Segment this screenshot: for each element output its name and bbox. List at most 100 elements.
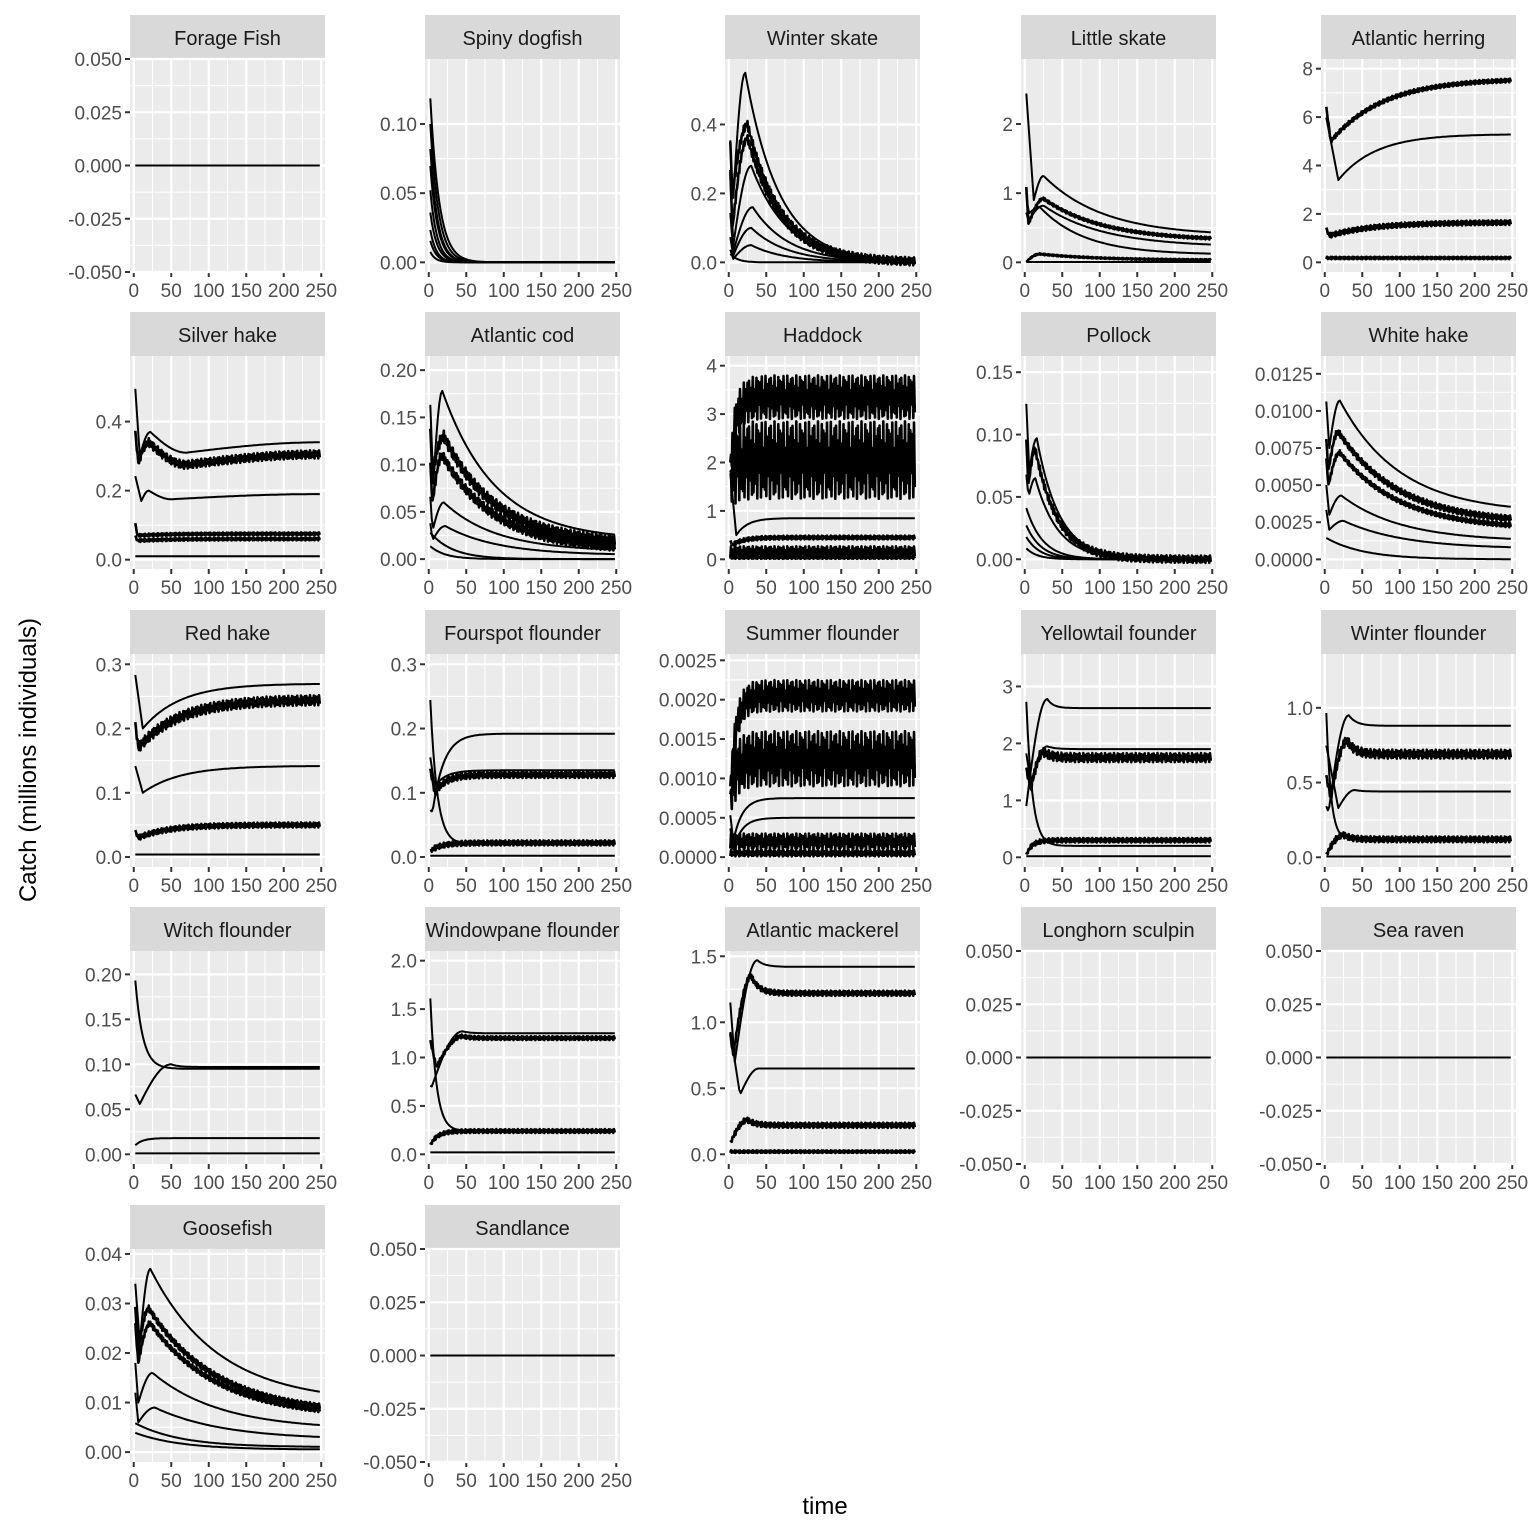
x-tick-label: 200: [863, 578, 895, 599]
y-tick-label: 0.050: [965, 942, 1013, 963]
series-line: [1025, 698, 1211, 807]
x-tick-label: 200: [268, 281, 300, 302]
facet-panel: Atlantic herring 0 50 100 150 200 250 0 2 4 6 8: [1302, 15, 1528, 302]
y-tick-label: 1.0: [1287, 699, 1313, 720]
x-tick-label: 150: [230, 281, 262, 302]
series-line: [134, 1422, 320, 1448]
y-tick-label: 0.02: [85, 1344, 122, 1365]
facet-panel: Longhorn sculpin 0 50 100 150 200 250 -0.050 -0.…: [959, 907, 1228, 1194]
y-tick-label: 0.04: [85, 1245, 122, 1266]
facet-panel: Goosefish 0 50 100 150 200 250 0.00 0.01 0.02 0.03…: [85, 1205, 337, 1492]
x-tick-label: 50: [1352, 876, 1373, 897]
x-tick-label: 250: [1496, 876, 1528, 897]
y-tick-label: 0.050: [1265, 942, 1313, 963]
facet-strip: [425, 15, 620, 59]
facet-strip: [1321, 907, 1516, 951]
facet-panel: Atlantic mackerel 0 50 100 150 200 250 0.0 0.5 1.…: [691, 907, 932, 1194]
series-line: [429, 251, 615, 264]
x-tick-label: 0: [128, 281, 139, 302]
y-axis-title: Catch (millions individuals): [15, 618, 42, 902]
x-tick-label: 0: [723, 578, 734, 599]
x-tick-label: 100: [1084, 578, 1116, 599]
series-line: [134, 1267, 320, 1393]
series-line: [1325, 429, 1513, 523]
x-tick-label: 250: [1496, 281, 1528, 302]
x-tick-label: 150: [230, 876, 262, 897]
x-tick-label: 200: [268, 1471, 300, 1492]
x-tick-label: 250: [1196, 578, 1228, 599]
y-tick-label: 0.0025: [1255, 513, 1313, 534]
series-line: [729, 1149, 917, 1155]
y-tick-label: 0.00: [380, 550, 417, 571]
facet-strip: [1021, 15, 1216, 59]
y-tick-label: 1: [1002, 791, 1013, 812]
y-tick-label: 0.03: [85, 1294, 122, 1315]
x-tick-label: 250: [900, 578, 932, 599]
series-line: [134, 1320, 322, 1414]
y-tick-label: 0: [1002, 848, 1013, 869]
x-tick-label: 50: [1052, 1173, 1073, 1194]
x-tick-label: 0: [723, 1173, 734, 1194]
series-line: [729, 1116, 917, 1144]
x-tick-label: 150: [1121, 578, 1153, 599]
x-tick-label: 250: [600, 1471, 632, 1492]
facet-strip-label: Goosefish: [182, 1218, 272, 1240]
x-tick-label: 150: [825, 281, 857, 302]
x-tick-label: 50: [161, 578, 182, 599]
series-line: [134, 693, 322, 752]
series-line: [729, 534, 917, 547]
x-tick-label: 50: [756, 578, 777, 599]
facet-panel: Spiny dogfish 0 50 100 150 200 250 0.00 0.05 0.10: [380, 15, 632, 302]
x-tick-label: 0: [128, 1173, 139, 1194]
y-tick-label: 0.1: [391, 784, 417, 805]
series-lines: [1325, 399, 1513, 561]
series-line: [1325, 736, 1513, 800]
facet-strip-label: Silver hake: [178, 325, 277, 347]
x-tick-label: 100: [788, 1173, 820, 1194]
series-line: [134, 1431, 320, 1451]
x-tick-label: 200: [563, 281, 595, 302]
y-tick-label: 0.0000: [659, 848, 717, 869]
x-tick-label: 200: [268, 578, 300, 599]
y-tick-label: 0.0005: [659, 809, 717, 830]
facet-strip: [725, 15, 920, 59]
x-tick-label: 0: [1319, 1173, 1330, 1194]
y-tick-label: 0.10: [380, 456, 417, 477]
facet-strip: [1021, 907, 1216, 951]
series-lines: [134, 674, 322, 856]
y-tick-label: 0.00: [85, 1443, 122, 1464]
facet-strip-label: Forage Fish: [174, 28, 281, 50]
series-line: [729, 1031, 915, 1095]
x-tick-label: 0: [1019, 281, 1030, 302]
x-tick-label: 150: [825, 578, 857, 599]
facet-strip: [725, 610, 920, 654]
y-tick-label: -0.025: [363, 1400, 417, 1421]
y-tick-label: 0.000: [1265, 1049, 1313, 1070]
y-tick-label: 2.0: [391, 952, 417, 973]
facet-strip-label: Little skate: [1071, 28, 1167, 50]
facet-panel: Witch flounder 0 50 100 150 200 250 0.00 0.05 0.1…: [85, 907, 337, 1194]
x-tick-label: 200: [1159, 876, 1191, 897]
x-tick-label: 50: [1352, 578, 1373, 599]
series-line: [134, 674, 320, 730]
series-line: [1025, 204, 1211, 246]
series-line: [729, 253, 915, 264]
facet-strip: [130, 907, 325, 951]
facet-strip-label: Red hake: [185, 623, 271, 645]
y-tick-label: 0: [1002, 253, 1013, 274]
y-tick-label: 3: [1002, 677, 1013, 698]
y-tick-label: 1: [706, 502, 717, 523]
y-tick-label: -0.025: [959, 1102, 1013, 1123]
facet-strip-label: White hake: [1368, 325, 1468, 347]
y-tick-label: 1.0: [391, 1049, 417, 1070]
series-lines: [1325, 712, 1513, 858]
x-tick-label: 50: [161, 281, 182, 302]
facet-strip-label: Haddock: [783, 325, 863, 347]
facet-panel: Winter flounder 0 50 100 150 200 250 0.0 0.5 1.0: [1287, 610, 1528, 897]
x-tick-label: 0: [423, 281, 434, 302]
x-tick-label: 200: [1459, 1173, 1491, 1194]
y-tick-label: -0.050: [959, 1155, 1013, 1176]
y-tick-label: 0.4: [691, 115, 718, 136]
y-tick-label: 3: [706, 405, 717, 426]
y-tick-label: 0.3: [391, 655, 417, 676]
